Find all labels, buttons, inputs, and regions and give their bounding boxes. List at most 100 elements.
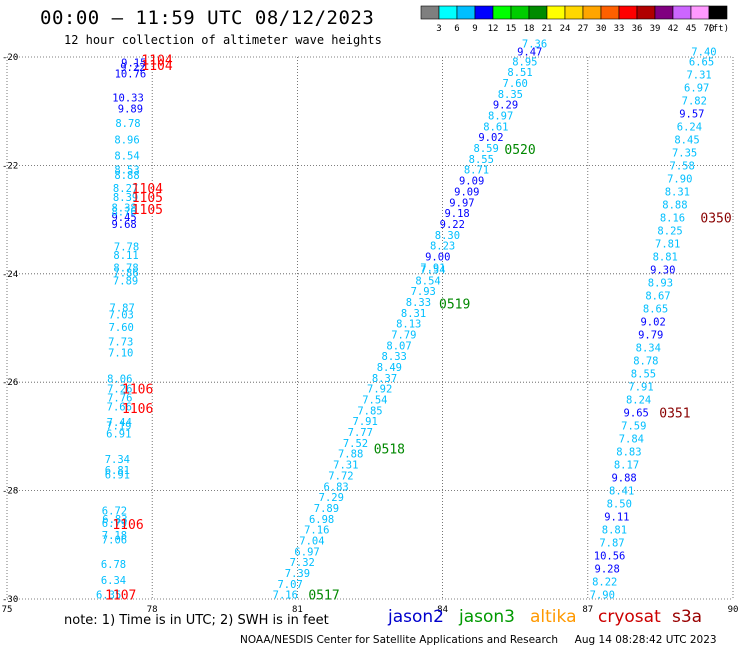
wave-height-point: 8.71 (464, 165, 489, 177)
wave-height-point: 7.52 (343, 438, 368, 450)
wave-height-point: 7.29 (319, 492, 344, 504)
time-label: 0519 (439, 298, 470, 313)
legend-swatch (564, 5, 584, 20)
wave-height-point: 8.97 (488, 111, 513, 123)
legend-tick-label: 45 (686, 24, 697, 34)
wave-height-point: 8.33 (406, 297, 431, 309)
wave-height-point: 6.79 (102, 518, 127, 530)
wave-height-point: 6.83 (323, 481, 348, 493)
wave-height-point: 8.54 (415, 275, 440, 287)
wave-height-point: 8.16 (660, 212, 685, 224)
wave-height-point: 9.09 (454, 186, 479, 198)
wave-height-point: 9.02 (640, 316, 665, 328)
wave-height-point: 8.93 (648, 277, 673, 289)
wave-height-point: 7.87 (110, 302, 135, 314)
wave-height-point: 9.47 (517, 47, 542, 59)
wave-height-point: 10.76 (115, 68, 147, 80)
time-label: 1104 (132, 182, 163, 197)
wave-height-point: 8.83 (616, 447, 641, 459)
wave-height-point: 7.76 (107, 392, 132, 404)
wave-height-point: 7.90 (590, 590, 615, 602)
x-tick-label: 84 (437, 605, 448, 615)
time-label: 0520 (504, 143, 535, 158)
wave-height-point: 8.22 (592, 577, 617, 589)
wave-height-point: 6.83 (102, 514, 127, 526)
wave-height-point: 7.34 (105, 454, 130, 466)
wave-height-point: 8.78 (113, 262, 138, 274)
wave-height-point: 9.30 (650, 264, 675, 276)
wave-height-point: 9.09 (459, 176, 484, 188)
y-tick-label: -26 (2, 378, 18, 388)
wave-height-point: 8.27 (113, 183, 138, 195)
wave-height-point: 7.54 (362, 395, 387, 407)
wave-height-point: 8.33 (382, 351, 407, 363)
wave-height-point: 7.72 (328, 470, 353, 482)
wave-height-point: 7.92 (367, 384, 392, 396)
wave-height-point: 7.31 (333, 460, 358, 472)
legend-swatch (474, 5, 494, 20)
wave-height-point: 8.78 (115, 118, 140, 130)
wave-height-point: 9.22 (440, 219, 465, 231)
wave-height-point: 8.88 (114, 170, 139, 182)
wave-height-point: 7.91 (420, 262, 445, 274)
wave-height-point: 7.32 (290, 557, 315, 569)
x-tick-label: 75 (2, 605, 13, 615)
wave-height-point: 9.29 (493, 100, 518, 112)
wave-height-point: 8.35 (498, 89, 523, 101)
x-tick-label: 90 (728, 605, 739, 615)
footer-credit: NOAA/NESDIS Center for Satellite Applica… (240, 634, 717, 646)
wave-height-point: 6.72 (102, 506, 127, 518)
wave-height-point: 9.02 (478, 132, 503, 144)
wave-height-point: 6.91 (106, 429, 131, 441)
y-tick-label: -20 (2, 53, 18, 63)
wave-height-point: 8.88 (662, 199, 687, 211)
wave-height-point: 7.93 (411, 286, 436, 298)
wave-height-point: 8.81 (653, 251, 678, 263)
legend-swatch (528, 5, 548, 20)
wave-height-point: 7.19 (106, 421, 131, 433)
wave-height-point: 7.89 (314, 503, 339, 515)
wave-height-point: 9.28 (595, 564, 620, 576)
wave-height-point: 9.79 (638, 330, 663, 342)
wave-height-point: 8.95 (512, 56, 537, 68)
wave-height-point: 8.65 (643, 303, 668, 315)
wave-height-point: 7.59 (621, 421, 646, 433)
sat-label-s3a: s3a (672, 607, 703, 627)
wave-height-point: 8.30 (435, 230, 460, 242)
wave-height-point: 7.16 (273, 590, 298, 602)
time-label: 1106 (122, 402, 153, 417)
y-tick-label: -30 (2, 595, 18, 605)
wave-height-point: 8.59 (474, 143, 499, 155)
legend-swatch (690, 5, 710, 20)
time-label: 1107 (105, 589, 136, 604)
x-tick-label: 81 (292, 605, 303, 615)
wave-height-point: 8.49 (377, 362, 402, 374)
wave-height-point: 8.67 (645, 290, 670, 302)
wave-height-point: 7.82 (682, 95, 707, 107)
legend-swatch (456, 5, 476, 20)
wave-height-point: 9.57 (679, 108, 704, 120)
wave-height-point: 8.51 (507, 67, 532, 79)
x-tick-label: 78 (147, 605, 158, 615)
wave-height-point: 8.37 (372, 373, 397, 385)
wave-height-point: 8.06 (107, 373, 132, 385)
wave-height-point: 7.06 (102, 534, 127, 546)
wave-height-point: 7.88 (338, 449, 363, 461)
wave-height-point: 7.91 (628, 382, 653, 394)
wave-height-point: 9.18 (444, 208, 469, 220)
wave-height-point: 8.61 (483, 121, 508, 133)
legend-swatch (492, 5, 512, 20)
legend-tick-label: 42 (668, 24, 679, 34)
wave-height-point: 7.84 (619, 434, 644, 446)
wave-height-point: 7.81 (655, 238, 680, 250)
wave-height-point: 7.10 (108, 347, 133, 359)
legend-tick-label: 30 (596, 24, 607, 34)
wave-height-point: 8.45 (674, 134, 699, 146)
wave-height-point: 9.88 (611, 473, 636, 485)
wave-height-point: 8.23 (430, 241, 455, 253)
legend-swatch (582, 5, 602, 20)
wave-height-point: 8.39 (113, 192, 138, 204)
wave-height-point: 7.58 (670, 160, 695, 172)
legend-swatch (672, 5, 692, 20)
